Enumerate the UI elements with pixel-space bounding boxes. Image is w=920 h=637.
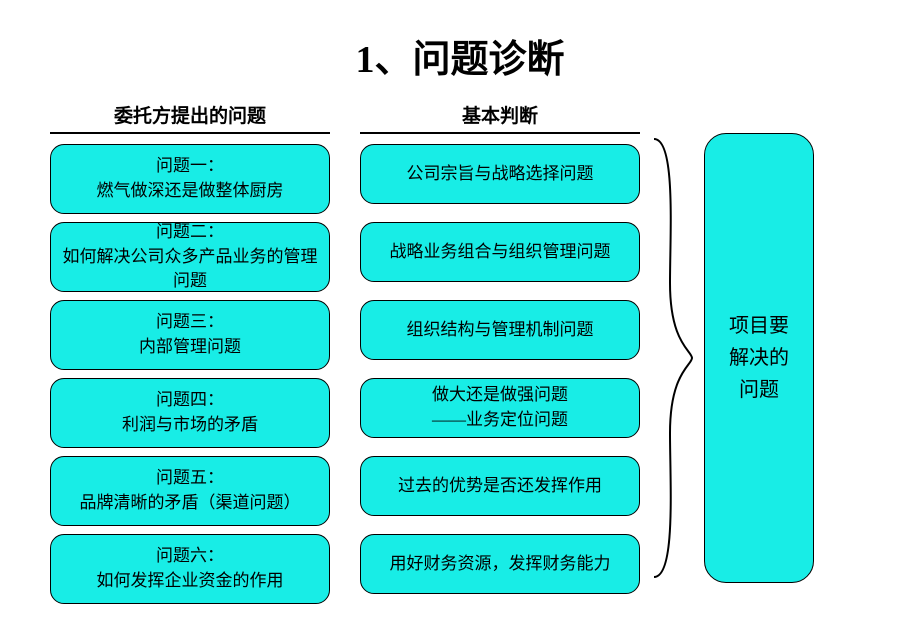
- page-title: 1、问题诊断: [0, 0, 920, 101]
- left-box-6-title: 问题六：: [156, 544, 224, 569]
- mid-box-6-text: 用好财务资源，发挥财务能力: [390, 552, 611, 577]
- left-box-6: 问题六： 如何发挥企业资金的作用: [50, 534, 330, 604]
- right-column: 项目要 解决的 问题: [704, 133, 814, 583]
- mid-box-2-text: 战略业务组合与组织管理问题: [390, 240, 611, 265]
- left-box-5-title: 问题五：: [156, 466, 224, 491]
- left-box-3: 问题三： 内部管理问题: [50, 300, 330, 370]
- left-box-1-text: 燃气做深还是做整体厨房: [97, 179, 284, 204]
- summary-line-3: 问题: [739, 374, 779, 406]
- left-box-4-text: 利润与市场的矛盾: [122, 413, 258, 438]
- mid-box-1: 公司宗旨与战略选择问题: [360, 144, 640, 204]
- left-box-2-title: 问题二：: [156, 220, 224, 245]
- mid-box-4-line2: ——业务定位问题: [432, 408, 568, 433]
- mid-box-2: 战略业务组合与组织管理问题: [360, 222, 640, 282]
- left-box-5-text: 品牌清晰的矛盾（渠道问题）: [80, 491, 301, 516]
- summary-line-2: 解决的: [729, 342, 789, 374]
- left-box-3-text: 内部管理问题: [139, 335, 241, 360]
- left-column-header: 委托方提出的问题: [50, 101, 330, 134]
- left-column: 委托方提出的问题 问题一： 燃气做深还是做整体厨房 问题二： 如何解决公司众多产…: [50, 101, 330, 612]
- left-box-6-text: 如何发挥企业资金的作用: [97, 569, 284, 594]
- left-box-5: 问题五： 品牌清晰的矛盾（渠道问题）: [50, 456, 330, 526]
- brace-connector: [648, 133, 698, 583]
- left-box-1-title: 问题一：: [156, 154, 224, 179]
- mid-column-header: 基本判断: [360, 101, 640, 134]
- left-box-3-title: 问题三：: [156, 310, 224, 335]
- left-box-4-title: 问题四：: [156, 388, 224, 413]
- left-box-2: 问题二： 如何解决公司众多产品业务的管理问题: [50, 222, 330, 292]
- mid-box-4: 做大还是做强问题 ——业务定位问题: [360, 378, 640, 438]
- mid-box-5-text: 过去的优势是否还发挥作用: [398, 474, 602, 499]
- left-box-2-text: 如何解决公司众多产品业务的管理问题: [59, 245, 321, 294]
- mid-box-4-line1: 做大还是做强问题: [432, 383, 568, 408]
- mid-box-1-text: 公司宗旨与战略选择问题: [407, 162, 594, 187]
- left-box-1: 问题一： 燃气做深还是做整体厨房: [50, 144, 330, 214]
- mid-column: 基本判断 公司宗旨与战略选择问题 战略业务组合与组织管理问题 组织结构与管理机制…: [360, 101, 640, 612]
- mid-box-6: 用好财务资源，发挥财务能力: [360, 534, 640, 594]
- summary-line-1: 项目要: [729, 310, 789, 342]
- mid-box-3: 组织结构与管理机制问题: [360, 300, 640, 360]
- mid-box-5: 过去的优势是否还发挥作用: [360, 456, 640, 516]
- brace-icon: [648, 133, 698, 583]
- summary-box: 项目要 解决的 问题: [704, 133, 814, 583]
- left-box-4: 问题四： 利润与市场的矛盾: [50, 378, 330, 448]
- mid-box-3-text: 组织结构与管理机制问题: [407, 318, 594, 343]
- diagram-columns: 委托方提出的问题 问题一： 燃气做深还是做整体厨房 问题二： 如何解决公司众多产…: [0, 101, 920, 612]
